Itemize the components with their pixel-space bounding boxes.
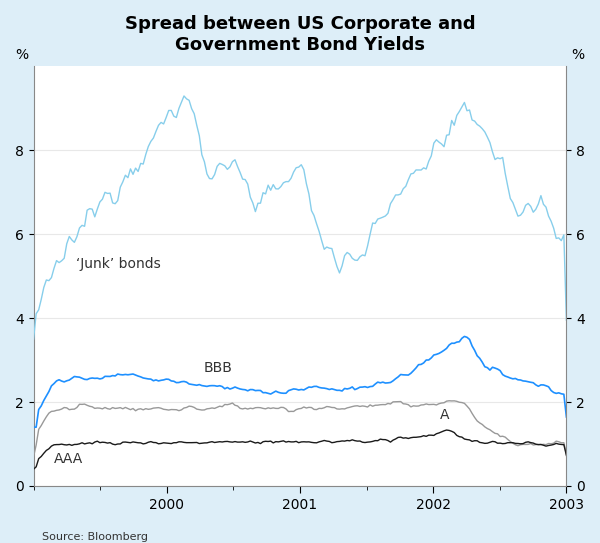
Text: ‘Junk’ bonds: ‘Junk’ bonds: [76, 257, 161, 271]
Text: Source: Bloomberg: Source: Bloomberg: [42, 532, 148, 542]
Text: %: %: [572, 48, 585, 62]
Text: %: %: [15, 48, 28, 62]
Text: AAA: AAA: [53, 452, 83, 466]
Title: Spread between US Corporate and
Government Bond Yields: Spread between US Corporate and Governme…: [125, 15, 475, 54]
Text: A: A: [440, 408, 449, 422]
Text: BBB: BBB: [204, 361, 233, 375]
